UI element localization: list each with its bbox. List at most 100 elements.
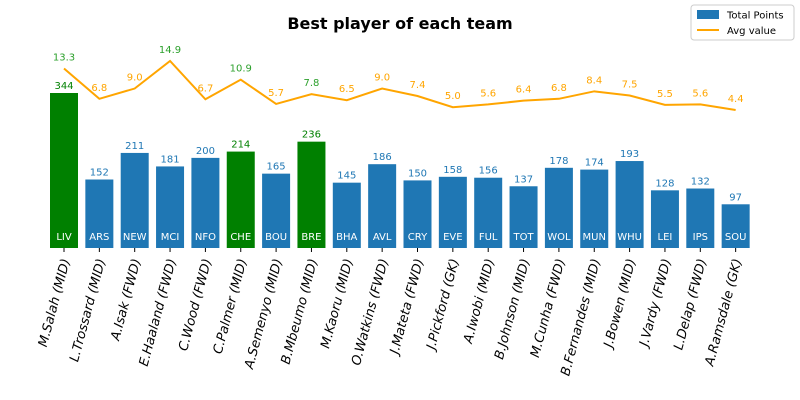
- bar-team-label: NFO: [195, 232, 216, 243]
- bar-team-label: ARS: [89, 232, 109, 243]
- bar-value-label: 211: [125, 141, 144, 152]
- bar: [580, 169, 609, 248]
- bar: [721, 204, 750, 248]
- bar-value-label: 236: [302, 130, 321, 141]
- x-tick-label: C.Palmer (MID): [211, 257, 251, 356]
- bar-team-label: BHA: [336, 232, 357, 243]
- x-tick-label: J.Pickford (GK): [423, 257, 462, 354]
- bar: [403, 180, 432, 248]
- bar-team-label: EVE: [443, 232, 462, 243]
- avg-value-label: 9.0: [127, 73, 143, 84]
- avg-value-label: 9.0: [374, 73, 390, 84]
- bar-team-label: LEI: [658, 232, 673, 243]
- x-tick-label: M.Cunha (FWD): [528, 257, 569, 359]
- avg-value-label: 7.4: [410, 80, 426, 91]
- bar-team-label: NEW: [123, 232, 147, 243]
- bar: [615, 161, 644, 248]
- x-tick-label: B.Johnson (MID): [492, 257, 533, 361]
- bar-team-label: MCI: [161, 232, 180, 243]
- bar: [120, 152, 149, 248]
- x-tick-label: E.Haaland (FWD): [137, 257, 180, 368]
- bar: [474, 177, 503, 248]
- bar: [438, 176, 467, 248]
- bar: [297, 141, 326, 248]
- legend-label-total-points: Total Points: [726, 11, 784, 22]
- avg-line-layer: 13.3 6.8 9.0 14.9 6.7 10.9 5.7 7.8 6.5 9.0 7.4 5.0 5…: [53, 45, 744, 111]
- bar-team-label: CHE: [230, 232, 251, 243]
- bar: [262, 173, 291, 248]
- bar-team-label: BOU: [265, 232, 287, 243]
- bar-team-label: MUN: [583, 232, 606, 243]
- x-tick-label: M.Kaoru (MID): [318, 257, 356, 350]
- bar-value-label: 200: [196, 146, 215, 157]
- x-tick-label: L.Trossard (MID): [67, 257, 109, 363]
- bar-value-label: 158: [443, 165, 462, 176]
- bar-value-label: 344: [54, 81, 73, 92]
- bar: [85, 179, 114, 248]
- bar: [156, 166, 185, 248]
- bar: [191, 157, 220, 248]
- avg-value-label: 5.5: [657, 89, 673, 100]
- avg-value-label: 5.0: [445, 91, 461, 102]
- legend-swatch-total-points: [697, 10, 719, 19]
- bar-value-label: 97: [729, 192, 742, 203]
- bar-value-label: 165: [267, 162, 286, 173]
- x-tick-label: J.Vardy (FWD): [636, 257, 675, 351]
- bar-team-label: FUL: [479, 232, 498, 243]
- bar-team-label: AVL: [373, 232, 392, 243]
- x-tick-label: B.Mbeumo (MID): [279, 257, 322, 366]
- bar: [226, 151, 255, 248]
- avg-value-label: 5.6: [480, 88, 496, 99]
- bar-value-label: 214: [231, 140, 250, 151]
- x-tick-label: J.Bowen (MID): [601, 257, 640, 352]
- bar: [650, 190, 679, 248]
- bar-value-label: 181: [161, 154, 180, 165]
- bar-team-label: BRE: [301, 232, 321, 243]
- avg-value-label: 4.4: [728, 94, 744, 105]
- bar-value-label: 132: [691, 177, 710, 188]
- x-tick-label: M.Salah (MID): [36, 257, 74, 349]
- avg-value-label: 7.8: [303, 78, 319, 89]
- bar-value-label: 145: [337, 171, 356, 182]
- bar-team-label: SOU: [725, 232, 747, 243]
- bar-team-label: IPS: [693, 232, 708, 243]
- avg-value-label: 6.8: [91, 83, 107, 94]
- bar-team-label: LIV: [56, 232, 72, 243]
- avg-value-label: 7.5: [622, 80, 638, 91]
- bar: [509, 186, 538, 248]
- x-tick-label: J.Mateta (FWD): [387, 257, 428, 358]
- bar-value-label: 152: [90, 168, 109, 179]
- bar-team-label: CRY: [408, 232, 428, 243]
- bar-value-label: 156: [479, 166, 498, 177]
- x-tick-label: O.Watkins (FWD): [349, 257, 392, 367]
- chart-title: Best player of each team: [287, 14, 512, 33]
- bar-value-label: 186: [373, 152, 392, 163]
- bar: [368, 164, 397, 248]
- legend: Total Points Avg value: [690, 4, 795, 41]
- x-tick-label: A.Semenyo (MID): [242, 257, 286, 371]
- bar: [544, 167, 573, 248]
- avg-value-label: 6.7: [197, 83, 213, 94]
- avg-value-label: 6.8: [551, 83, 567, 94]
- bar-value-label: 178: [549, 156, 568, 167]
- bar-value-label: 137: [514, 174, 533, 185]
- bar-value-label: 174: [585, 158, 604, 169]
- x-tick-label: A.Ramsdale (GK): [702, 257, 745, 368]
- avg-value-label: 8.4: [586, 75, 602, 86]
- bars-layer: 344 LIV 152 ARS 211 NEW 181 MCI 200 NFO 214 CHE 165 B…: [50, 81, 750, 248]
- x-tick-label: C.Wood (FWD): [176, 257, 215, 352]
- x-tick-labels: M.Salah (MID)L.Trossard (MID) A.Isak (FWD…: [36, 248, 746, 378]
- bar-team-label: TOT: [513, 232, 535, 243]
- avg-value-label: 10.9: [230, 64, 252, 75]
- avg-value-label: 5.7: [268, 88, 284, 99]
- bar: [332, 182, 361, 248]
- bar-value-label: 193: [620, 149, 639, 160]
- bar: [50, 93, 78, 248]
- avg-value-label: 6.4: [516, 85, 532, 96]
- avg-value-label: 5.6: [692, 88, 708, 99]
- avg-value-line: [63, 59, 736, 111]
- bar-value-label: 128: [655, 178, 674, 189]
- bar: [686, 188, 715, 248]
